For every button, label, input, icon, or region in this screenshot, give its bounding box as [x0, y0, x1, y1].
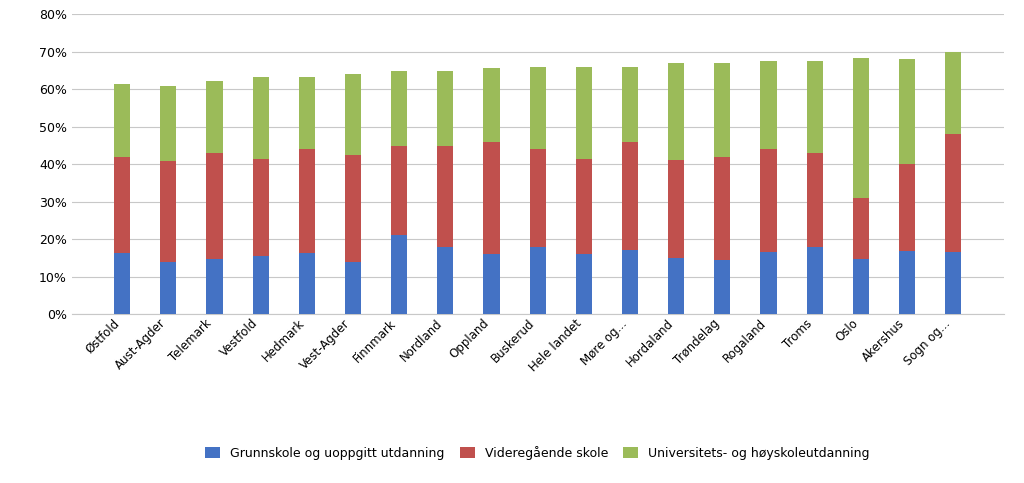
Bar [761, 61, 776, 149]
Bar [761, 149, 776, 252]
Legend: Grunnskole og uoppgitt utdanning, Videregående skole, Universitets- og høyskoleu: Grunnskole og uoppgitt utdanning, Videre… [206, 446, 869, 460]
Bar [529, 247, 546, 314]
Bar [529, 67, 546, 149]
Bar [299, 253, 314, 314]
Bar [253, 159, 268, 256]
Bar [853, 258, 868, 314]
Bar [207, 153, 222, 259]
Bar [483, 254, 500, 314]
Bar [668, 258, 684, 314]
Bar [853, 198, 868, 258]
Bar [345, 262, 361, 314]
Bar [253, 256, 268, 314]
Bar [945, 252, 962, 314]
Bar [483, 68, 500, 142]
Bar [575, 158, 592, 254]
Bar [575, 67, 592, 158]
Bar [207, 259, 222, 314]
Bar [207, 81, 222, 153]
Bar [714, 156, 730, 260]
Bar [807, 153, 822, 247]
Bar [945, 134, 962, 252]
Bar [391, 235, 408, 314]
Bar [807, 247, 822, 314]
Bar [345, 74, 361, 155]
Bar [114, 85, 130, 157]
Bar [437, 145, 454, 246]
Bar [483, 142, 500, 254]
Bar [437, 246, 454, 314]
Bar [899, 164, 915, 251]
Bar [714, 63, 730, 156]
Bar [945, 52, 962, 134]
Bar [253, 77, 268, 159]
Bar [761, 252, 776, 314]
Bar [622, 67, 638, 142]
Bar [853, 57, 868, 198]
Bar [391, 145, 408, 235]
Bar [807, 61, 822, 153]
Bar [160, 262, 176, 314]
Bar [345, 155, 361, 262]
Bar [899, 59, 915, 164]
Bar [437, 71, 454, 145]
Bar [668, 63, 684, 160]
Bar [114, 157, 130, 253]
Bar [299, 149, 314, 253]
Bar [899, 251, 915, 314]
Bar [622, 250, 638, 314]
Bar [714, 260, 730, 314]
Bar [160, 161, 176, 262]
Bar [575, 254, 592, 314]
Bar [160, 85, 176, 161]
Bar [114, 253, 130, 314]
Bar [668, 160, 684, 258]
Bar [622, 142, 638, 250]
Bar [299, 77, 314, 149]
Bar [529, 149, 546, 247]
Bar [391, 71, 408, 145]
